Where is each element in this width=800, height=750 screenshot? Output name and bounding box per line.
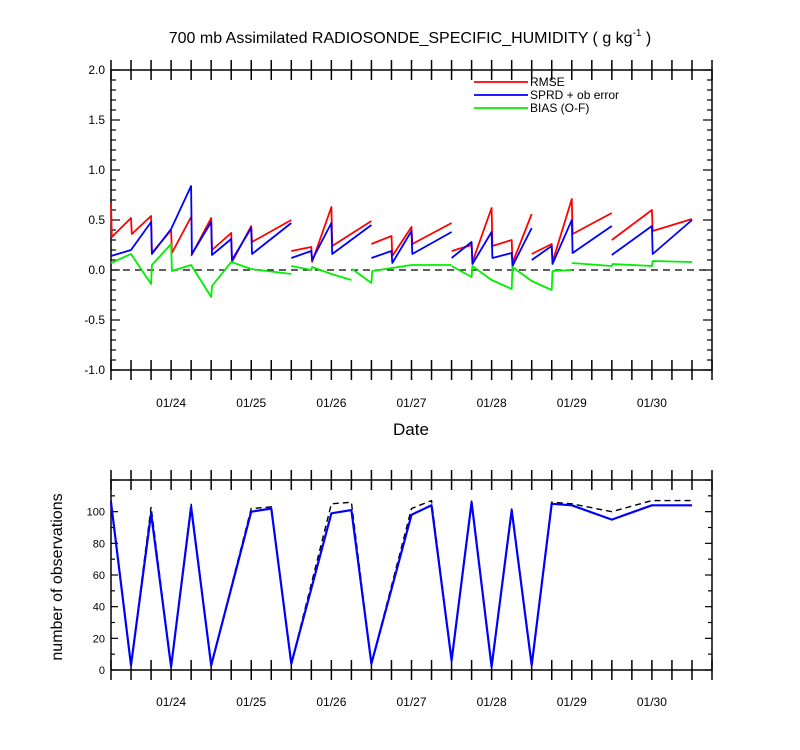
x-tick-label: 01/26 <box>316 396 346 410</box>
x-tick-label: 01/28 <box>477 695 507 709</box>
series-line-sprd <box>291 222 372 261</box>
x-tick-label: 01/29 <box>557 396 587 410</box>
x-tick-label: 01/28 <box>477 396 507 410</box>
x-tick-label: 01/25 <box>236 695 266 709</box>
y-tick-label: 0.5 <box>88 213 105 227</box>
series-line-rmse <box>531 198 613 263</box>
y-tick-label: 2.0 <box>88 63 105 77</box>
x-tick-label: 01/24 <box>156 396 186 410</box>
top-panel: 2.0 1.5 1.0 0.5 0.0 -0.5 -1.0 01/24 01/25 01/26 01… <box>84 60 713 410</box>
y-tick-label: -1.0 <box>84 363 105 377</box>
x-tick-label: 01/24 <box>156 695 186 709</box>
legend-label: BIAS (O-F) <box>530 101 589 115</box>
y-tick-label: 1.5 <box>88 113 105 127</box>
x-tick-label: 01/30 <box>637 695 667 709</box>
series-line-sprd <box>371 230 453 264</box>
y-tick-label: 60 <box>93 570 105 582</box>
y-axis-label-observations: number of observations <box>49 493 66 660</box>
series-line-bias <box>451 265 572 291</box>
series-line-bias <box>571 260 693 267</box>
x-tick-label: 01/30 <box>637 396 667 410</box>
series-line-obs-possible <box>110 499 692 667</box>
series-line-sprd <box>110 185 292 261</box>
y-tick-label: 80 <box>93 538 105 550</box>
x-tick-label: 01/26 <box>316 695 346 709</box>
legend-label: SPRD + ob error <box>530 88 619 102</box>
y-tick-label: 1.0 <box>88 163 105 177</box>
y-tick-label: 100 <box>87 507 105 519</box>
y-tick-label: 0 <box>99 665 105 677</box>
y-tick-label: -0.5 <box>84 313 105 327</box>
bottom-panel: 0 20 40 60 80 100 01/24 01/25 01/26 01/27 01/28 01/… <box>87 470 713 709</box>
x-tick-label: 01/25 <box>236 396 266 410</box>
x-tick-label: 01/27 <box>396 396 426 410</box>
series-line-bias <box>110 243 292 298</box>
y-tick-label: 20 <box>93 633 105 645</box>
series-line-sprd <box>451 227 533 267</box>
x-tick-label: 01/27 <box>396 695 426 709</box>
series-line-sprd <box>531 219 613 265</box>
series-line-rmse <box>611 209 693 241</box>
series-line-sprd <box>611 219 693 256</box>
series-line-obs-used <box>109 501 692 668</box>
y-tick-label: 40 <box>93 602 105 614</box>
x-axis-label: Date <box>393 420 429 439</box>
series-line-bias <box>291 265 352 281</box>
y-tick-label: 0.0 <box>88 263 105 277</box>
chart-title: 700 mb Assimilated RADIOSONDE_SPECIFIC_H… <box>169 28 652 47</box>
series-line-bias <box>351 264 452 284</box>
legend-label: RMSE <box>530 75 565 89</box>
series-line-rmse <box>291 206 372 263</box>
series-line-rmse <box>190 217 292 263</box>
plot-frame <box>110 69 713 371</box>
series-line-rmse <box>371 222 453 257</box>
x-tick-label: 01/29 <box>557 695 587 709</box>
